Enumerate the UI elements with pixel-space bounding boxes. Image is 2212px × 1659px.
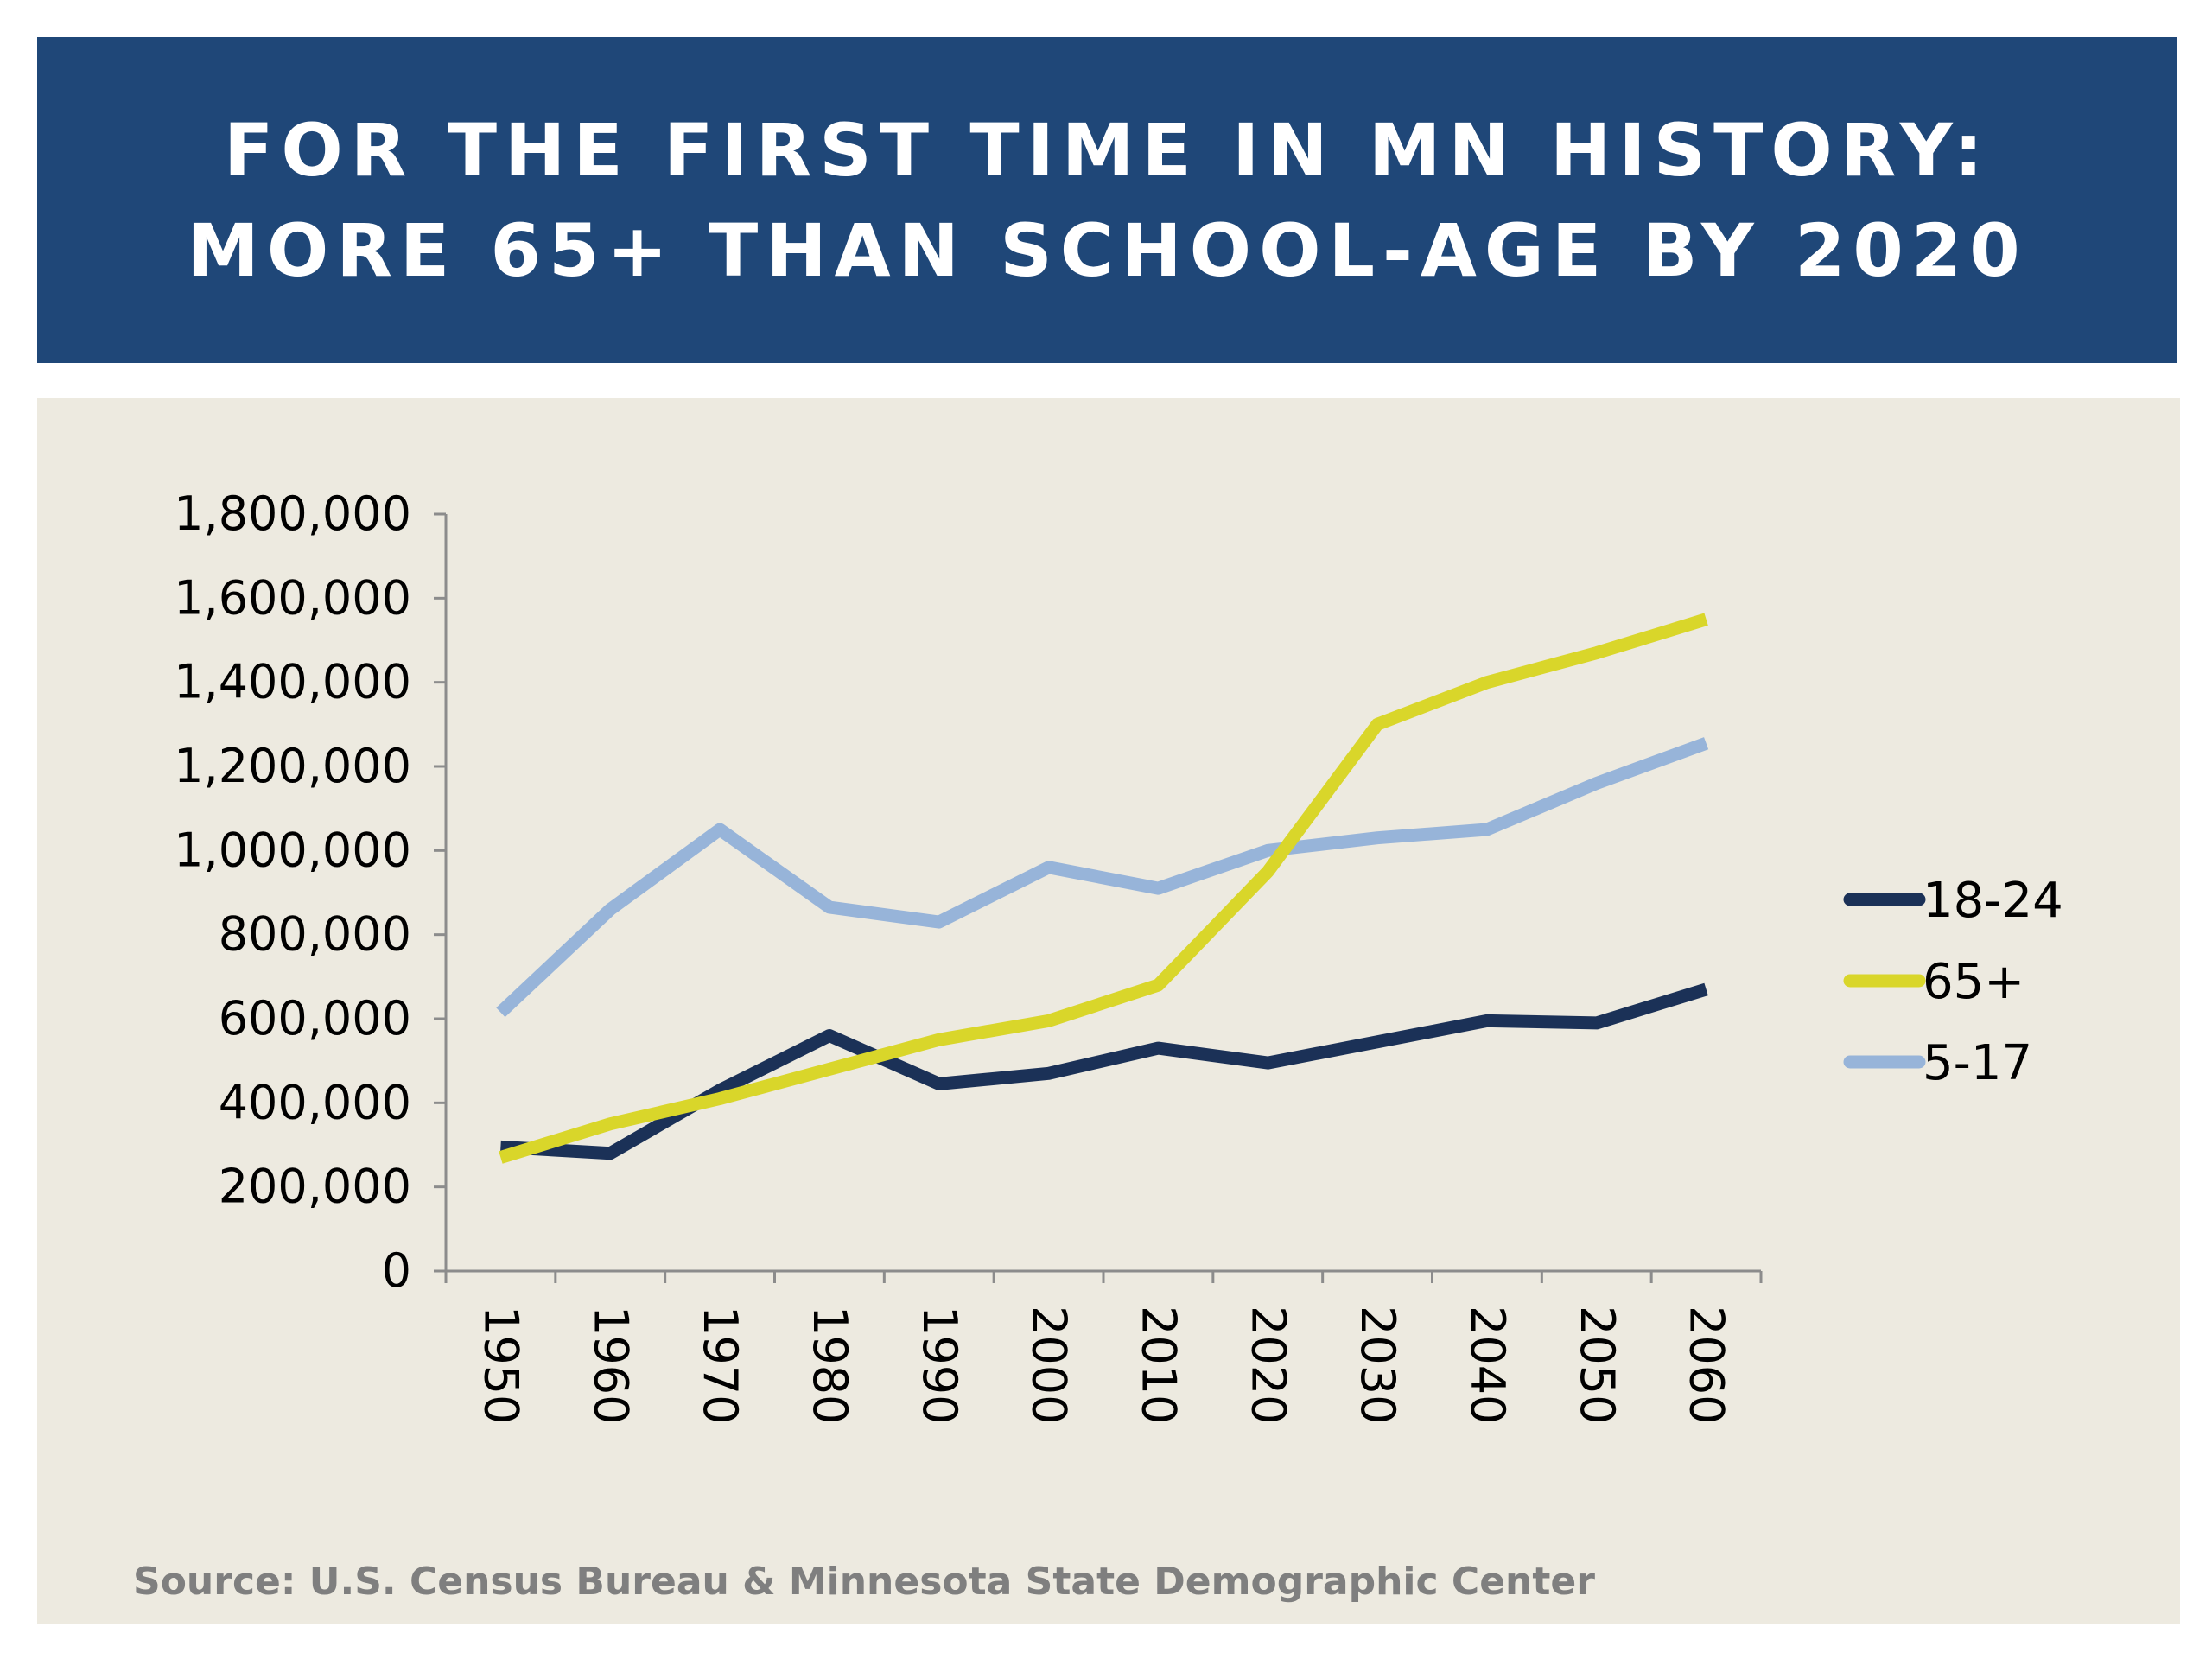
- series-line-18-24: [499, 982, 1708, 1160]
- x-tick-label: 1990: [912, 1306, 967, 1424]
- x-tick-label: 2050: [1570, 1306, 1624, 1424]
- chart-panel: 0 200,000 400,000 600,000 800,000 1,000,000 1,…: [37, 398, 2180, 1624]
- title-line-1: FOR THE FIRST TIME IN MN HISTORY:: [224, 107, 1991, 193]
- y-tick-label: 0: [382, 1243, 411, 1298]
- series-line-5-17: [496, 737, 1709, 1018]
- x-tick-label: 2060: [1680, 1306, 1734, 1424]
- legend-label-18-24: 18-24: [1923, 873, 2063, 929]
- x-tick-label: 2040: [1460, 1306, 1515, 1424]
- x-tick-label: 1960: [583, 1306, 638, 1424]
- y-tick-label: 1,200,000: [174, 739, 411, 793]
- y-tick-label: 1,400,000: [174, 655, 411, 709]
- y-tick-label: 1,000,000: [174, 823, 411, 877]
- x-tick-label: 2030: [1351, 1306, 1405, 1424]
- x-tick-label: 1970: [693, 1306, 747, 1424]
- x-tick-label: 1980: [803, 1306, 857, 1424]
- x-tick-label: 2020: [1241, 1306, 1295, 1424]
- x-tick-label: 2000: [1022, 1306, 1077, 1424]
- x-tick-label: 2010: [1131, 1306, 1185, 1424]
- y-tick-label: 400,000: [219, 1075, 411, 1129]
- x-tick-label: 1950: [474, 1306, 528, 1424]
- legend-label-65+: 65+: [1923, 954, 2024, 1010]
- y-tick-label: 200,000: [219, 1160, 411, 1214]
- title-banner: FOR THE FIRST TIME IN MN HISTORY: MORE 6…: [37, 37, 2177, 363]
- source-note: Source: U.S. Census Bureau & Minnesota S…: [133, 1560, 1595, 1604]
- legend-label-5-17: 5-17: [1923, 1035, 2032, 1091]
- y-tick-label: 600,000: [219, 991, 411, 1046]
- line-chart: 0 200,000 400,000 600,000 800,000 1,000,000 1,…: [174, 486, 2063, 1424]
- series-line-65+: [499, 613, 1708, 1164]
- y-tick-label: 800,000: [219, 907, 411, 962]
- y-tick-label: 1,600,000: [174, 570, 411, 625]
- title-line-2: MORE 65+ THAN SCHOOL-AGE BY 2020: [187, 207, 2028, 293]
- y-tick-label: 1,800,000: [174, 486, 411, 541]
